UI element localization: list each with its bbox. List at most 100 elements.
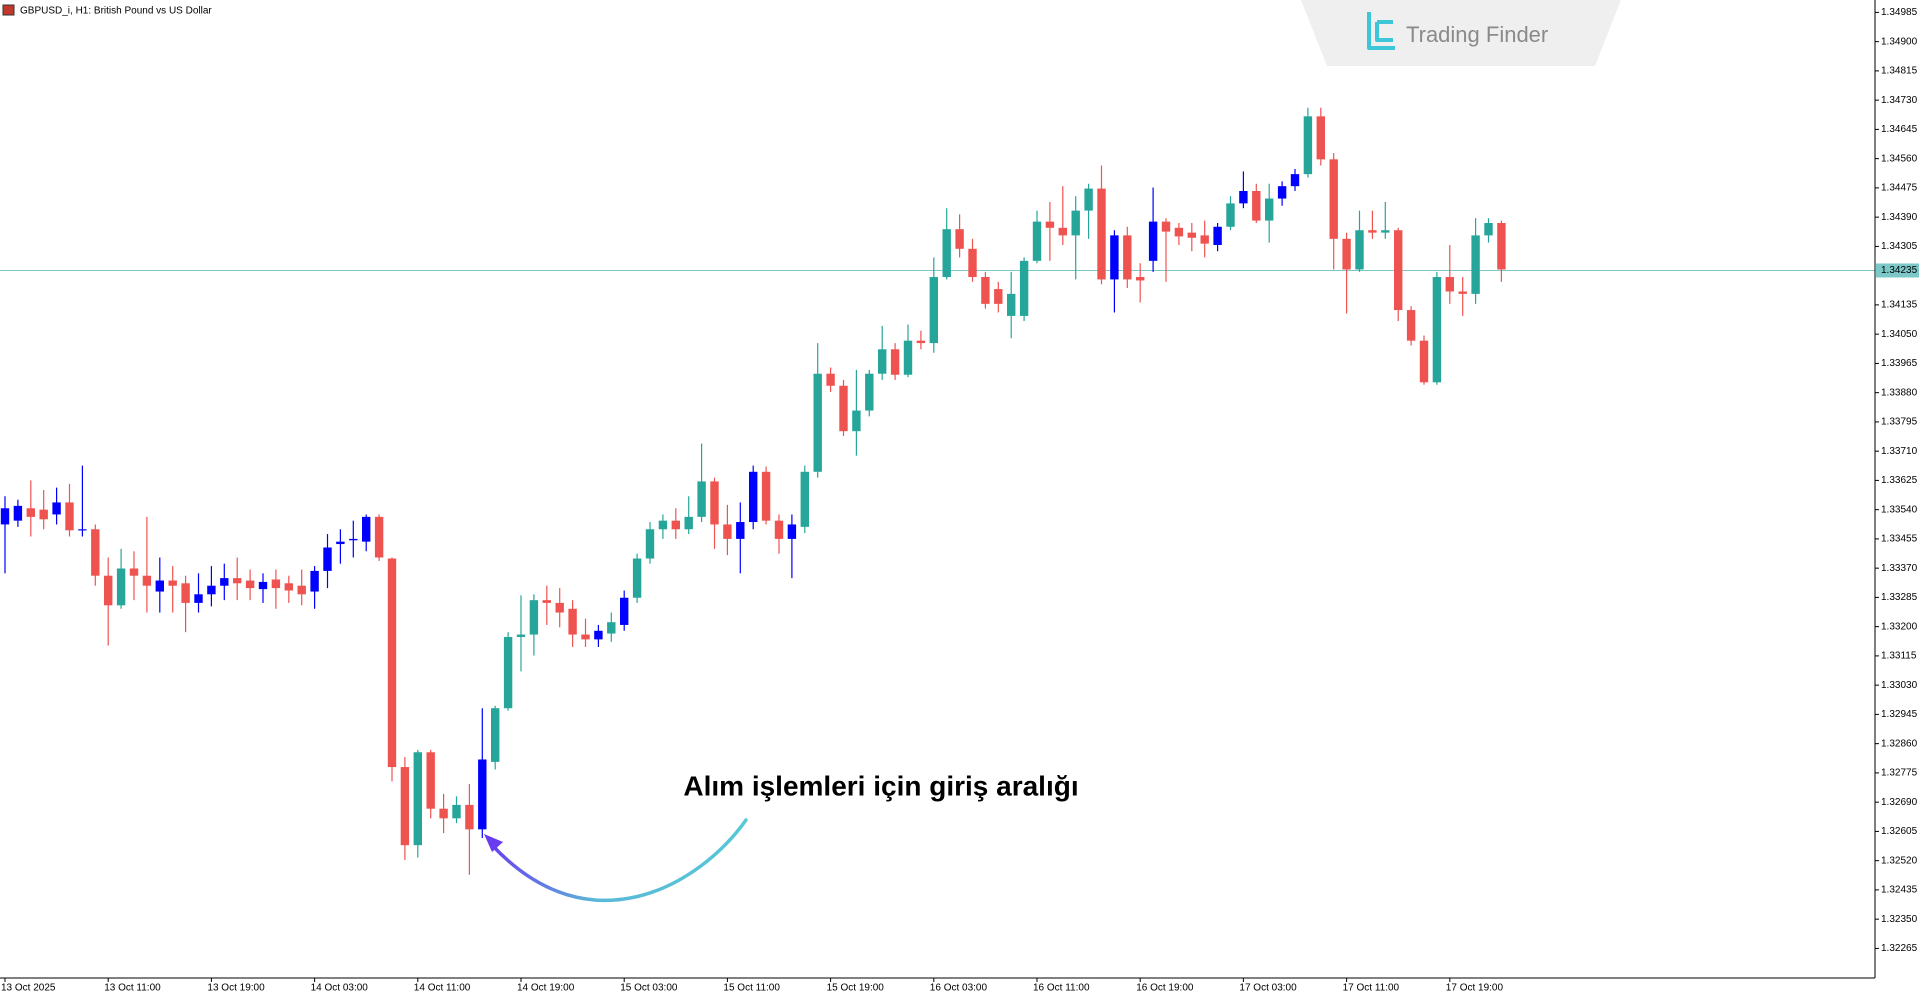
current-price-box xyxy=(1876,263,1919,278)
candle-body xyxy=(1084,188,1093,211)
candle-body xyxy=(478,759,487,830)
chart-title: GBPUSD_i, H1: British Pound vs US Dollar xyxy=(20,6,212,17)
candle-body xyxy=(1187,232,1196,238)
candle-body xyxy=(104,575,113,606)
candle-body xyxy=(787,524,797,539)
plot-area xyxy=(0,107,1875,875)
candle-body xyxy=(503,636,513,709)
x-tick-label: 15 Oct 11:00 xyxy=(723,983,780,994)
candle-body xyxy=(994,289,1003,304)
candle-body xyxy=(155,580,164,592)
annotation-arrow xyxy=(490,818,748,903)
y-tick-label: 1.33370 xyxy=(1881,563,1918,574)
y-tick-label: 1.34050 xyxy=(1881,329,1918,340)
y-tick-label: 1.34135 xyxy=(1881,300,1918,311)
watermark-logo xyxy=(1367,12,1395,50)
candle-body xyxy=(1419,340,1429,383)
candle-body xyxy=(194,594,203,603)
candle-body xyxy=(955,229,964,249)
candle-body xyxy=(26,508,35,517)
candle-body xyxy=(1497,222,1506,270)
candle-body xyxy=(929,277,938,344)
candle-body xyxy=(710,481,719,525)
candle-body xyxy=(684,516,693,530)
candle-body xyxy=(968,248,977,278)
candle-body xyxy=(233,578,242,584)
candle-body xyxy=(374,516,384,558)
y-tick-label: 1.32945 xyxy=(1881,709,1918,720)
x-tick-label: 17 Oct 03:00 xyxy=(1239,983,1297,994)
candle-body xyxy=(1432,277,1442,383)
y-tick-label: 1.33540 xyxy=(1881,504,1918,515)
y-tick-label: 1.33455 xyxy=(1881,534,1918,545)
candle-body xyxy=(671,520,680,530)
candle-body xyxy=(1032,221,1042,261)
candle-body xyxy=(297,585,306,595)
candle-body xyxy=(52,502,61,515)
candle-body xyxy=(129,568,139,576)
x-tick-label: 13 Oct 2025 xyxy=(1,983,56,994)
candle-body xyxy=(142,575,152,586)
candle-body xyxy=(1226,203,1235,227)
watermark-text: Trading Finder xyxy=(1406,22,1548,47)
x-tick-label: 14 Oct 11:00 xyxy=(414,983,471,994)
candle-body xyxy=(1200,235,1209,244)
candle-body xyxy=(1110,235,1119,280)
candle-body xyxy=(878,349,887,374)
candle-body xyxy=(91,529,100,576)
current-price-label: 1.34235 xyxy=(1881,265,1918,276)
y-tick-label: 1.34900 xyxy=(1881,36,1918,47)
candle-body xyxy=(1136,277,1145,281)
candle-body xyxy=(658,520,668,530)
x-tick-label: 15 Oct 03:00 xyxy=(620,983,678,994)
candle-body xyxy=(645,529,655,559)
annotation-arrowhead xyxy=(484,834,503,852)
candle-body xyxy=(258,581,268,590)
candle-body xyxy=(1381,230,1390,233)
candle-body xyxy=(890,349,900,375)
candle-body xyxy=(65,502,74,531)
candle-body xyxy=(220,578,229,586)
candle-body xyxy=(800,471,809,527)
y-tick-label: 1.33880 xyxy=(1881,387,1918,398)
y-tick-label: 1.32605 xyxy=(1881,826,1918,837)
candle-body xyxy=(181,583,190,603)
candle-body xyxy=(903,340,913,375)
candle-body xyxy=(723,524,732,539)
candle-body xyxy=(607,622,616,634)
y-tick-label: 1.33030 xyxy=(1881,680,1918,691)
y-tick-label: 1.32520 xyxy=(1881,855,1918,866)
candle-body xyxy=(1239,190,1248,204)
candle-body xyxy=(1445,277,1454,292)
candle-body xyxy=(349,538,358,541)
y-tick-label: 1.34390 xyxy=(1881,212,1918,223)
candle-body xyxy=(1097,188,1106,280)
candle-body xyxy=(1058,227,1067,236)
candle-body xyxy=(942,229,951,278)
y-tick-label: 1.34985 xyxy=(1881,7,1918,18)
candle-body xyxy=(581,634,590,640)
y-tick-label: 1.32860 xyxy=(1881,738,1918,749)
candle-body xyxy=(116,568,126,606)
x-tick-label: 16 Oct 19:00 xyxy=(1136,983,1194,994)
candle-body xyxy=(761,471,771,521)
candle-body xyxy=(813,373,822,472)
candle-body xyxy=(491,708,500,762)
candle-body xyxy=(362,516,371,542)
candle-body xyxy=(1471,235,1480,294)
candle-body xyxy=(697,481,706,517)
candle-body xyxy=(1148,221,1158,261)
y-tick-label: 1.34730 xyxy=(1881,95,1918,106)
y-tick-label: 1.33710 xyxy=(1881,446,1918,457)
x-tick-label: 13 Oct 19:00 xyxy=(207,983,265,994)
y-tick-label: 1.32350 xyxy=(1881,914,1918,925)
candle-body xyxy=(413,752,422,846)
candle-body xyxy=(516,634,526,637)
y-tick-label: 1.32265 xyxy=(1881,943,1918,954)
candle-body xyxy=(323,547,332,571)
candle-body xyxy=(245,580,255,589)
y-tick-label: 1.33285 xyxy=(1881,592,1918,603)
